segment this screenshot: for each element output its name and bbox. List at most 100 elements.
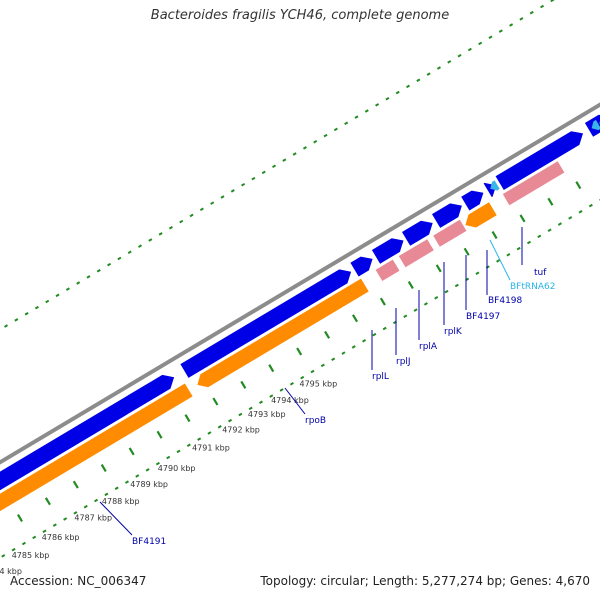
map-title: Bacteroides fragilis YCH46, complete gen… — [150, 8, 450, 23]
outer-dot — [302, 146, 307, 150]
inner-dot — [166, 455, 171, 460]
outer-dot — [179, 219, 184, 224]
genome-summary-text: Topology: circular; Length: 5,277,274 bp… — [260, 574, 590, 588]
minor-tick — [379, 297, 386, 306]
inner-dot — [83, 504, 88, 509]
inner-dot — [289, 382, 294, 386]
inner-dot — [351, 345, 356, 349]
outer-dot — [86, 275, 91, 279]
minor-tick — [324, 330, 331, 339]
inner-dot — [475, 271, 480, 275]
outer-dot — [282, 158, 287, 162]
minor-tick — [100, 464, 107, 473]
inner-dot — [207, 431, 212, 435]
outer-dot — [364, 109, 369, 113]
minor-tick — [128, 447, 135, 456]
forward-cds-2 — [350, 256, 373, 277]
inner-dot — [135, 474, 140, 478]
gene-label: BF4198 — [488, 296, 523, 306]
kbp-tick-label: 4788 kbp — [102, 497, 140, 506]
inner-dot — [496, 259, 501, 263]
inner-dot — [73, 511, 78, 515]
outer-dot — [96, 268, 101, 273]
inner-dot — [186, 443, 191, 447]
forward-cds-0 — [0, 374, 175, 491]
inner-dot — [300, 375, 305, 380]
outer-dot — [436, 66, 441, 70]
inner-dot — [238, 412, 243, 417]
forward-cds-5 — [432, 203, 462, 228]
outer-dot — [3, 324, 9, 328]
reverse-cds-1 — [197, 278, 369, 388]
minor-tick — [547, 197, 554, 206]
minor-tick — [44, 497, 51, 506]
outer-dot — [65, 287, 70, 291]
inner-dot — [557, 222, 562, 226]
gene-label: rpoB — [305, 416, 326, 426]
outer-dot — [210, 201, 215, 205]
outer-dot — [220, 195, 225, 199]
misc-feature-1 — [398, 239, 434, 268]
outer-dot — [375, 103, 380, 107]
inner-dot — [94, 498, 99, 503]
inner-dot — [258, 400, 263, 404]
inner-dot — [197, 437, 202, 441]
inner-dot — [104, 492, 109, 497]
inner-dot — [568, 216, 573, 220]
gene-label-leader — [284, 387, 306, 415]
outer-dot — [323, 133, 328, 138]
trna-marker-1 — [591, 119, 600, 131]
inner-dot — [382, 326, 387, 331]
inner-dot — [63, 517, 68, 521]
outer-dot — [509, 23, 514, 27]
outer-dot — [45, 299, 50, 304]
minor-tick — [156, 430, 163, 439]
kbp-tick-label: 4787 kbp — [74, 513, 112, 522]
inner-dot — [331, 357, 336, 361]
outer-dot — [519, 17, 524, 21]
inner-dot — [526, 240, 532, 245]
minor-tick — [435, 264, 442, 273]
minor-tick — [240, 380, 247, 389]
inner-dot — [1, 554, 6, 558]
minor-tick — [16, 513, 23, 522]
misc-feature-2 — [433, 219, 467, 247]
outer-dot — [344, 121, 349, 126]
inner-dot — [52, 523, 57, 527]
outer-dot — [416, 78, 421, 83]
outer-dot — [457, 53, 462, 58]
outer-dot — [271, 164, 277, 169]
inner-dot — [588, 203, 593, 208]
minor-tick — [575, 181, 582, 190]
outer-dot — [148, 238, 153, 242]
outer-dot — [261, 170, 266, 175]
minor-tick — [212, 397, 219, 406]
inner-dot — [320, 363, 325, 368]
inner-dot — [423, 302, 428, 306]
outer-dot — [333, 127, 338, 132]
outer-dot — [158, 232, 163, 236]
outer-dot — [14, 318, 19, 322]
outer-dot — [354, 115, 359, 119]
minor-tick — [519, 214, 526, 223]
minor-tick — [72, 480, 79, 489]
inner-dot — [248, 406, 253, 411]
outer-dot — [107, 262, 112, 267]
forward-cds-3 — [371, 238, 404, 264]
outer-dot — [478, 41, 483, 46]
inner-dot — [228, 418, 233, 423]
outer-dot — [488, 35, 493, 40]
forward-cds-6 — [461, 190, 484, 211]
kbp-tick-label: 4790 kbp — [158, 464, 196, 473]
minor-tick — [184, 414, 191, 423]
trna-marker-0 — [490, 180, 500, 191]
forward-cds-4 — [402, 220, 433, 246]
misc-feature-3 — [502, 161, 565, 206]
kbp-tick-label: 4786 kbp — [42, 533, 80, 542]
inner-dot — [114, 486, 119, 491]
inner-dot — [124, 480, 129, 484]
outer-dot — [189, 213, 194, 218]
gene-label: BFtRNA62 — [510, 282, 555, 292]
outer-dot — [467, 47, 472, 52]
